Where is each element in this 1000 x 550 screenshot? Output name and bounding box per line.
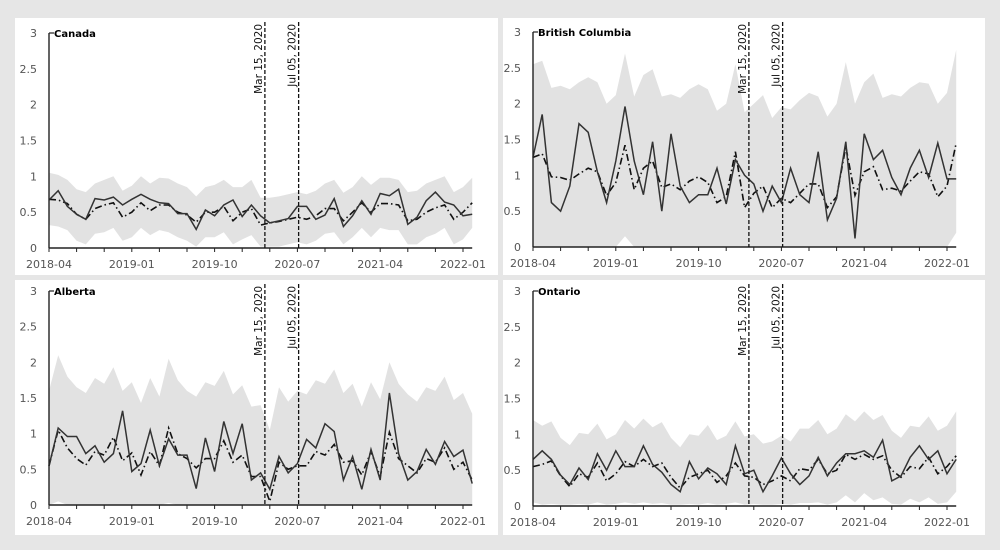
- y-tick-label: 2: [514, 357, 521, 370]
- chart-panel-british-columbia: 0 0.5 1 1.5 2 2.5 3 2018-04 2019-01 2019-10 2020-0…: [503, 18, 985, 275]
- x-tick-label: 2018-04: [510, 257, 556, 270]
- y-tick-label: 3: [30, 27, 37, 40]
- y-tick-label: 1.5: [20, 135, 38, 148]
- y-tick-label: 2.5: [504, 321, 522, 334]
- y-tick-label: 2: [514, 98, 521, 111]
- panel-title: Alberta: [54, 287, 96, 298]
- y-tick-label: 0.5: [504, 464, 522, 477]
- y-tick-label: 1.5: [504, 134, 522, 147]
- event-marker-label: Mar 15, 2020: [737, 24, 749, 94]
- y-tick-label: 2.5: [20, 63, 38, 76]
- y-tick-label: 3: [30, 285, 37, 298]
- observed-series-line: [48, 392, 473, 492]
- panel-title: British Columbia: [538, 28, 631, 39]
- x-tick-label: 2019-01: [593, 516, 639, 529]
- y-tick-label: 0: [30, 499, 37, 512]
- y-tick-label: 2: [30, 99, 37, 112]
- x-tick-label: 2019-10: [676, 257, 722, 270]
- event-marker-label: Jul 05, 2020: [771, 286, 783, 350]
- event-marker-label: Jul 05, 2020: [771, 24, 783, 88]
- y-tick-label: 0.5: [504, 205, 522, 218]
- y-tick-label: 1: [30, 170, 37, 183]
- x-tick-label: 2018-04: [510, 516, 556, 529]
- prediction-interval-band: [49, 172, 473, 247]
- x-tick-label: 2021-04: [841, 257, 887, 270]
- y-tick-label: 1: [30, 428, 37, 441]
- panel-title: Ontario: [538, 287, 581, 298]
- observed-series-line: [532, 437, 957, 494]
- y-tick-label: 1.5: [20, 392, 38, 405]
- predicted-series-line: [532, 142, 957, 210]
- predicted-series-line: [532, 453, 957, 490]
- y-tick-label: 3: [514, 26, 521, 39]
- y-tick-label: 0: [514, 241, 521, 254]
- x-tick-label: 2021-04: [357, 258, 403, 271]
- y-tick-label: 0.5: [20, 206, 38, 219]
- y-tick-label: 0.5: [20, 463, 38, 476]
- x-tick-label: 2019-10: [192, 258, 238, 271]
- x-tick-label: 2021-04: [841, 516, 887, 529]
- x-tick-label: 2018-04: [26, 258, 72, 271]
- observed-series-line: [48, 187, 473, 232]
- x-tick-label: 2022-01: [924, 257, 970, 270]
- y-tick-label: 2: [30, 356, 37, 369]
- y-tick-label: 1: [514, 428, 521, 441]
- y-tick-label: 3: [514, 285, 521, 298]
- event-marker-label: Mar 15, 2020: [253, 24, 265, 94]
- y-tick-label: 0: [514, 500, 521, 513]
- predicted-series-line: [48, 198, 473, 227]
- x-tick-label: 2019-01: [109, 515, 155, 528]
- event-marker-label: Mar 15, 2020: [253, 286, 265, 356]
- x-tick-label: 2018-04: [26, 515, 72, 528]
- x-tick-label: 2019-10: [676, 516, 722, 529]
- y-tick-label: 2.5: [20, 321, 38, 334]
- event-marker-label: Jul 05, 2020: [287, 286, 299, 350]
- x-tick-label: 2020-07: [274, 258, 320, 271]
- x-tick-label: 2019-10: [192, 515, 238, 528]
- observed-series-line: [532, 106, 957, 239]
- x-tick-label: 2022-01: [440, 258, 486, 271]
- prediction-interval-band: [533, 411, 957, 505]
- chart-panel-ontario: 0 0.5 1 1.5 2 2.5 3 2018-04 2019-01 2019-10 2020-0…: [503, 280, 985, 535]
- y-tick-label: 0: [30, 242, 37, 255]
- x-tick-label: 2020-07: [274, 515, 320, 528]
- y-tick-label: 1.5: [504, 393, 522, 406]
- chart-panel-canada: 0 0.5 1 1.5 2 2.5 3 2018-04 2019-01 2019-10 2020-0…: [15, 18, 498, 275]
- x-tick-label: 2022-01: [440, 515, 486, 528]
- x-tick-label: 2021-04: [357, 515, 403, 528]
- x-tick-label: 2020-07: [758, 516, 804, 529]
- x-tick-label: 2019-01: [109, 258, 155, 271]
- event-marker-label: Jul 05, 2020: [287, 24, 299, 88]
- x-tick-label: 2020-07: [758, 257, 804, 270]
- x-tick-label: 2022-01: [924, 516, 970, 529]
- x-tick-label: 2019-01: [593, 257, 639, 270]
- panel-title: Canada: [54, 29, 96, 40]
- event-marker-label: Mar 15, 2020: [737, 286, 749, 356]
- chart-panel-alberta: 0 0.5 1 1.5 2 2.5 3 2018-04 2019-01 2019-10 2020-0…: [15, 280, 498, 535]
- y-tick-label: 2.5: [504, 62, 522, 75]
- y-tick-label: 1: [514, 169, 521, 182]
